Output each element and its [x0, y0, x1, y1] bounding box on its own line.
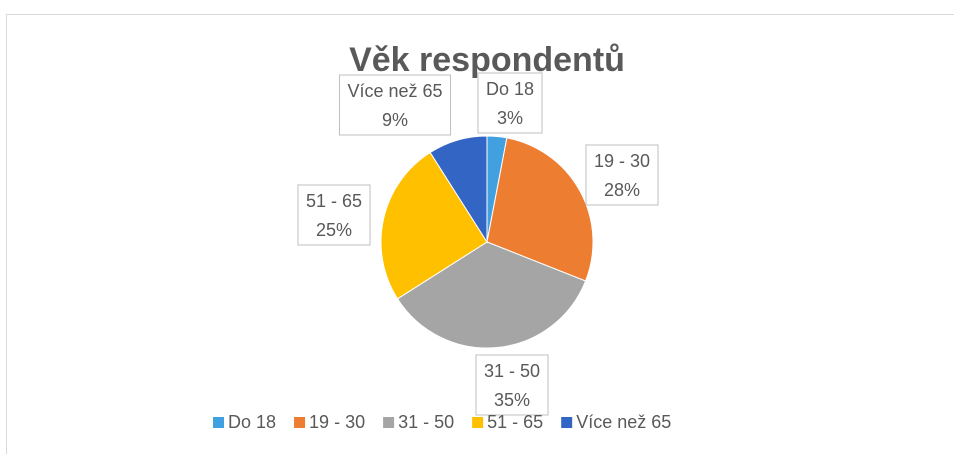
label-box — [338, 74, 452, 136]
label-category: 19 - 30 — [594, 151, 650, 171]
legend-marker — [294, 417, 306, 428]
pie-slice — [429, 135, 488, 244]
pie — [380, 135, 594, 349]
pie-slice — [486, 137, 594, 282]
pie-slice — [396, 241, 587, 349]
label-value: 28% — [604, 180, 640, 200]
legend-marker — [472, 417, 484, 428]
label-box — [585, 144, 659, 206]
legend-label: 19 - 30 — [309, 412, 365, 432]
label-value: 3% — [497, 108, 523, 128]
legend-marker — [561, 417, 573, 428]
pie-slice — [380, 151, 488, 300]
legend-label: Více než 65 — [576, 412, 671, 432]
legend-label: 51 - 65 — [487, 412, 543, 432]
label-box — [477, 72, 543, 134]
label-box — [297, 184, 371, 246]
data-labels: Do 18 3% 19 - 30 28% 31 - 50 35% 51 - 65 25% Víc… — [297, 72, 659, 416]
legend-label: Do 18 — [228, 412, 276, 432]
legend-marker — [213, 417, 224, 428]
label-value: 25% — [316, 220, 352, 240]
label-category: 51 - 65 — [306, 191, 362, 211]
legend-marker — [383, 417, 395, 428]
label-value: 35% — [494, 390, 530, 410]
chart-title: Věk respondentů — [349, 41, 625, 79]
label-category: Více než 65 — [347, 81, 442, 101]
legend-label: 31 - 50 — [398, 412, 454, 432]
label-value: 9% — [382, 110, 408, 130]
label-category: 31 - 50 — [484, 361, 540, 381]
legend: Do 18 19 - 30 31 - 50 51 - 65 Více než 65 — [213, 412, 671, 432]
label-box — [475, 354, 549, 416]
label-category: Do 18 — [486, 79, 534, 99]
